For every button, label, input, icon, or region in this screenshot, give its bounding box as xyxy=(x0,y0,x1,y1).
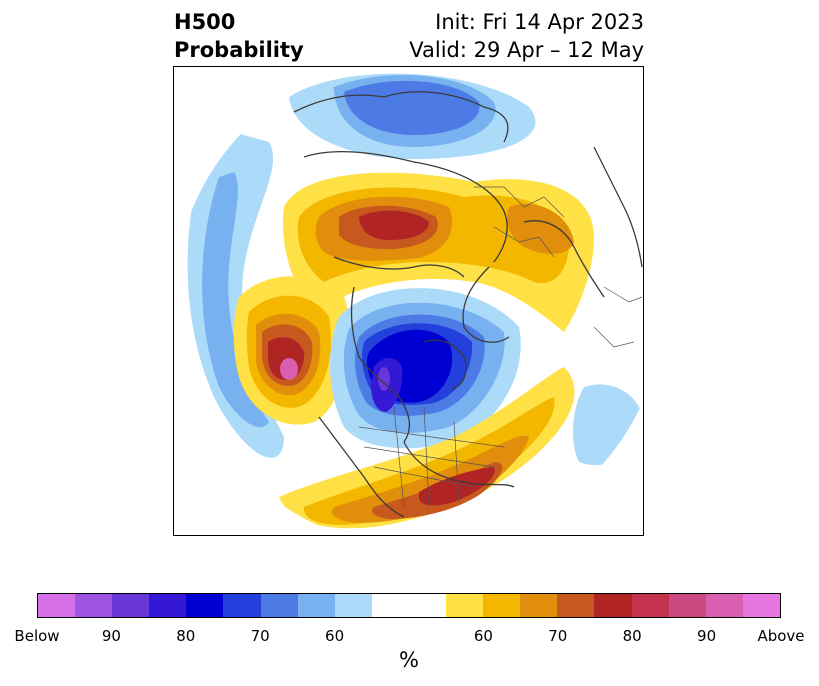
colorbar-tick-label: 90 xyxy=(697,627,717,645)
colorbar-segment-below-4 xyxy=(149,594,187,617)
init-date: Init: Fri 14 Apr 2023 xyxy=(435,10,644,34)
below-normal-pacific-arc xyxy=(187,127,284,458)
above-normal-north-pacific xyxy=(233,276,350,425)
colorbar-segment-below-9 xyxy=(334,594,372,617)
colorbar-tick-label: 90 xyxy=(101,627,121,645)
colorbar-tick-label: 60 xyxy=(473,627,493,645)
colorbar-segment-above-4 xyxy=(557,594,595,617)
colorbar-segment-below-1 xyxy=(38,594,76,617)
borders xyxy=(358,186,643,508)
colorbar-segment-below-6 xyxy=(223,594,261,617)
colorbar-segment-below-2 xyxy=(75,594,113,617)
colorbar-segment-above-9 xyxy=(742,594,780,617)
colorbar-tick-label: Above xyxy=(757,627,805,645)
probability-map xyxy=(173,66,644,536)
title-line-1: H500 xyxy=(174,10,236,34)
colorbar-unit-label: % xyxy=(399,648,419,672)
colorbar-tick-label: Below xyxy=(14,627,60,645)
colorbar-tick-label: 80 xyxy=(176,627,196,645)
colorbar-segment-above-3 xyxy=(520,594,558,617)
map-canvas xyxy=(174,67,643,535)
date-info: Init: Fri 14 Apr 2023 Valid: 29 Apr – 12… xyxy=(409,8,644,64)
colorbar-segment-above-1 xyxy=(446,594,484,617)
colorbar-segment-below-5 xyxy=(186,594,224,617)
above-normal-arctic-band xyxy=(283,172,594,332)
colorbar-segment-above-5 xyxy=(594,594,632,617)
colorbar-segment-below-8 xyxy=(297,594,335,617)
coastlines xyxy=(293,91,643,518)
title-line-2: Probability xyxy=(174,38,304,62)
colorbar-segment-above-2 xyxy=(483,594,521,617)
colorbar-segment-below-3 xyxy=(112,594,150,617)
valid-date: Valid: 29 Apr – 12 May xyxy=(409,38,644,62)
map-title: H500 Probability xyxy=(174,8,304,64)
colorbar-segment-below-7 xyxy=(260,594,298,617)
colorbar-tick-label: 80 xyxy=(622,627,642,645)
colorbar-tick-label: 70 xyxy=(548,627,568,645)
colorbar xyxy=(37,593,781,618)
colorbar-tick-label: 60 xyxy=(325,627,345,645)
colorbar-segment-neutral xyxy=(371,594,447,617)
colorbar-segment-above-7 xyxy=(668,594,706,617)
colorbar-tick-label: 70 xyxy=(250,627,270,645)
colorbar-segment-above-6 xyxy=(631,594,669,617)
colorbar-segment-above-8 xyxy=(705,594,743,617)
